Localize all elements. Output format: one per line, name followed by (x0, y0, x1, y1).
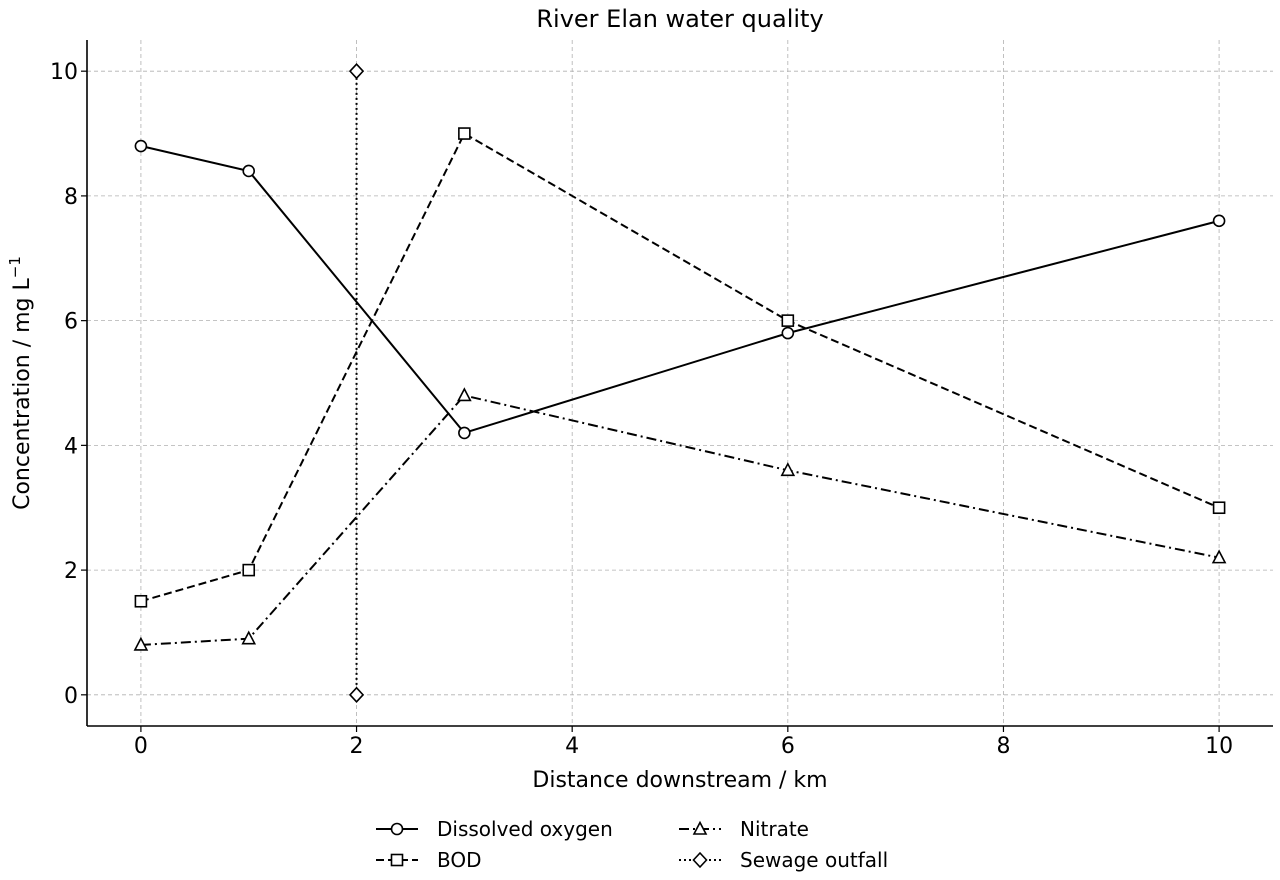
y-tick-label: 2 (64, 559, 78, 584)
data-point (781, 326, 795, 340)
legend-entry: Nitrate (679, 817, 809, 841)
series-layer (133, 63, 1227, 703)
series-line (140, 132, 1220, 603)
legend-entry: Dissolved oxygen (376, 817, 613, 841)
data-point (242, 164, 256, 178)
legend-marker (390, 853, 404, 867)
series-nitrate (133, 387, 1227, 651)
legend-entry: BOD (376, 848, 482, 872)
legend-label: Nitrate (740, 817, 809, 841)
legend: Dissolved oxygen BOD Nitrate Sewage outfall (376, 817, 888, 872)
data-point (348, 63, 365, 80)
series-dissolved-oxygen (134, 139, 1226, 440)
data-point (1211, 549, 1227, 564)
series-line (140, 394, 1220, 646)
y-tick-label: 10 (50, 60, 78, 85)
data-point (780, 462, 796, 477)
y-axis-label-exponent: −1 (6, 256, 24, 278)
y-tick-label: 0 (64, 684, 78, 709)
y-axis-label: Concentration / mg L−1 (6, 256, 35, 510)
data-point (348, 686, 365, 703)
y-tick-label: 6 (64, 310, 78, 335)
series-bod (134, 127, 1226, 608)
legend-label: Sewage outfall (740, 848, 888, 872)
x-tick-label: 6 (781, 734, 795, 759)
x-axis-label: Distance downstream / km (532, 768, 827, 793)
data-point (781, 314, 795, 327)
data-point (1212, 214, 1226, 228)
y-tick-label: 8 (64, 185, 78, 210)
legend-marker (390, 822, 404, 836)
data-point (134, 594, 148, 608)
data-point (458, 127, 471, 140)
chart-title: River Elan water quality (536, 5, 823, 33)
data-point (134, 139, 148, 153)
axes: 0 2 4 6 8 10 0 2 4 6 8 10 (50, 40, 1273, 759)
y-tick-label: 4 (64, 434, 78, 459)
series-line (140, 145, 1220, 435)
series-sewage-outfall (348, 63, 365, 703)
data-point (457, 387, 472, 402)
data-point (242, 563, 256, 577)
x-tick-label: 0 (134, 734, 148, 759)
data-point (133, 636, 149, 651)
data-point (458, 426, 471, 440)
legend-label: Dissolved oxygen (437, 817, 613, 841)
legend-marker (692, 820, 708, 835)
x-tick-label: 4 (565, 734, 579, 759)
x-tick-label: 2 (350, 734, 364, 759)
y-axis-label-text: Concentration / mg L (10, 277, 35, 509)
legend-marker (692, 851, 708, 869)
x-tick-label: 8 (996, 734, 1010, 759)
data-point (1212, 501, 1226, 515)
legend-entry: Sewage outfall (679, 848, 888, 872)
x-tick-label: 10 (1205, 734, 1233, 759)
grid-lines (87, 40, 1273, 726)
legend-label: BOD (437, 848, 482, 872)
data-point (241, 630, 257, 645)
